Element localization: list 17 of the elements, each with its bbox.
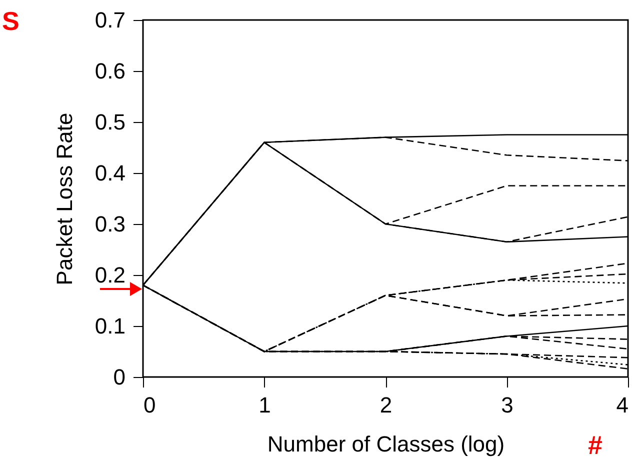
y-axis-title: Packet Loss Rate [52,112,77,286]
x-tick-label: 1 [258,392,271,418]
y-tick-label: 0.2 [94,262,126,288]
x-tick-label: 0 [144,392,156,418]
text: # [588,430,602,461]
y-tick-label: 0.3 [94,212,126,236]
x-tick-label: 3 [501,392,514,418]
x-axis-title: Number of Classes (log) [267,432,505,456]
y-tick-label: 0.6 [94,58,126,84]
x-tick-label: 2 [380,392,392,418]
y-tick-label: 0.5 [94,110,126,134]
x-tick-label: 4 [616,392,628,418]
text: S [2,6,20,37]
y-tick-label: 0.1 [94,314,126,338]
y-tick-label: 0.7 [94,8,126,32]
y-tick-label: 0 [113,364,126,390]
y-tick-label: 0.4 [94,160,126,186]
